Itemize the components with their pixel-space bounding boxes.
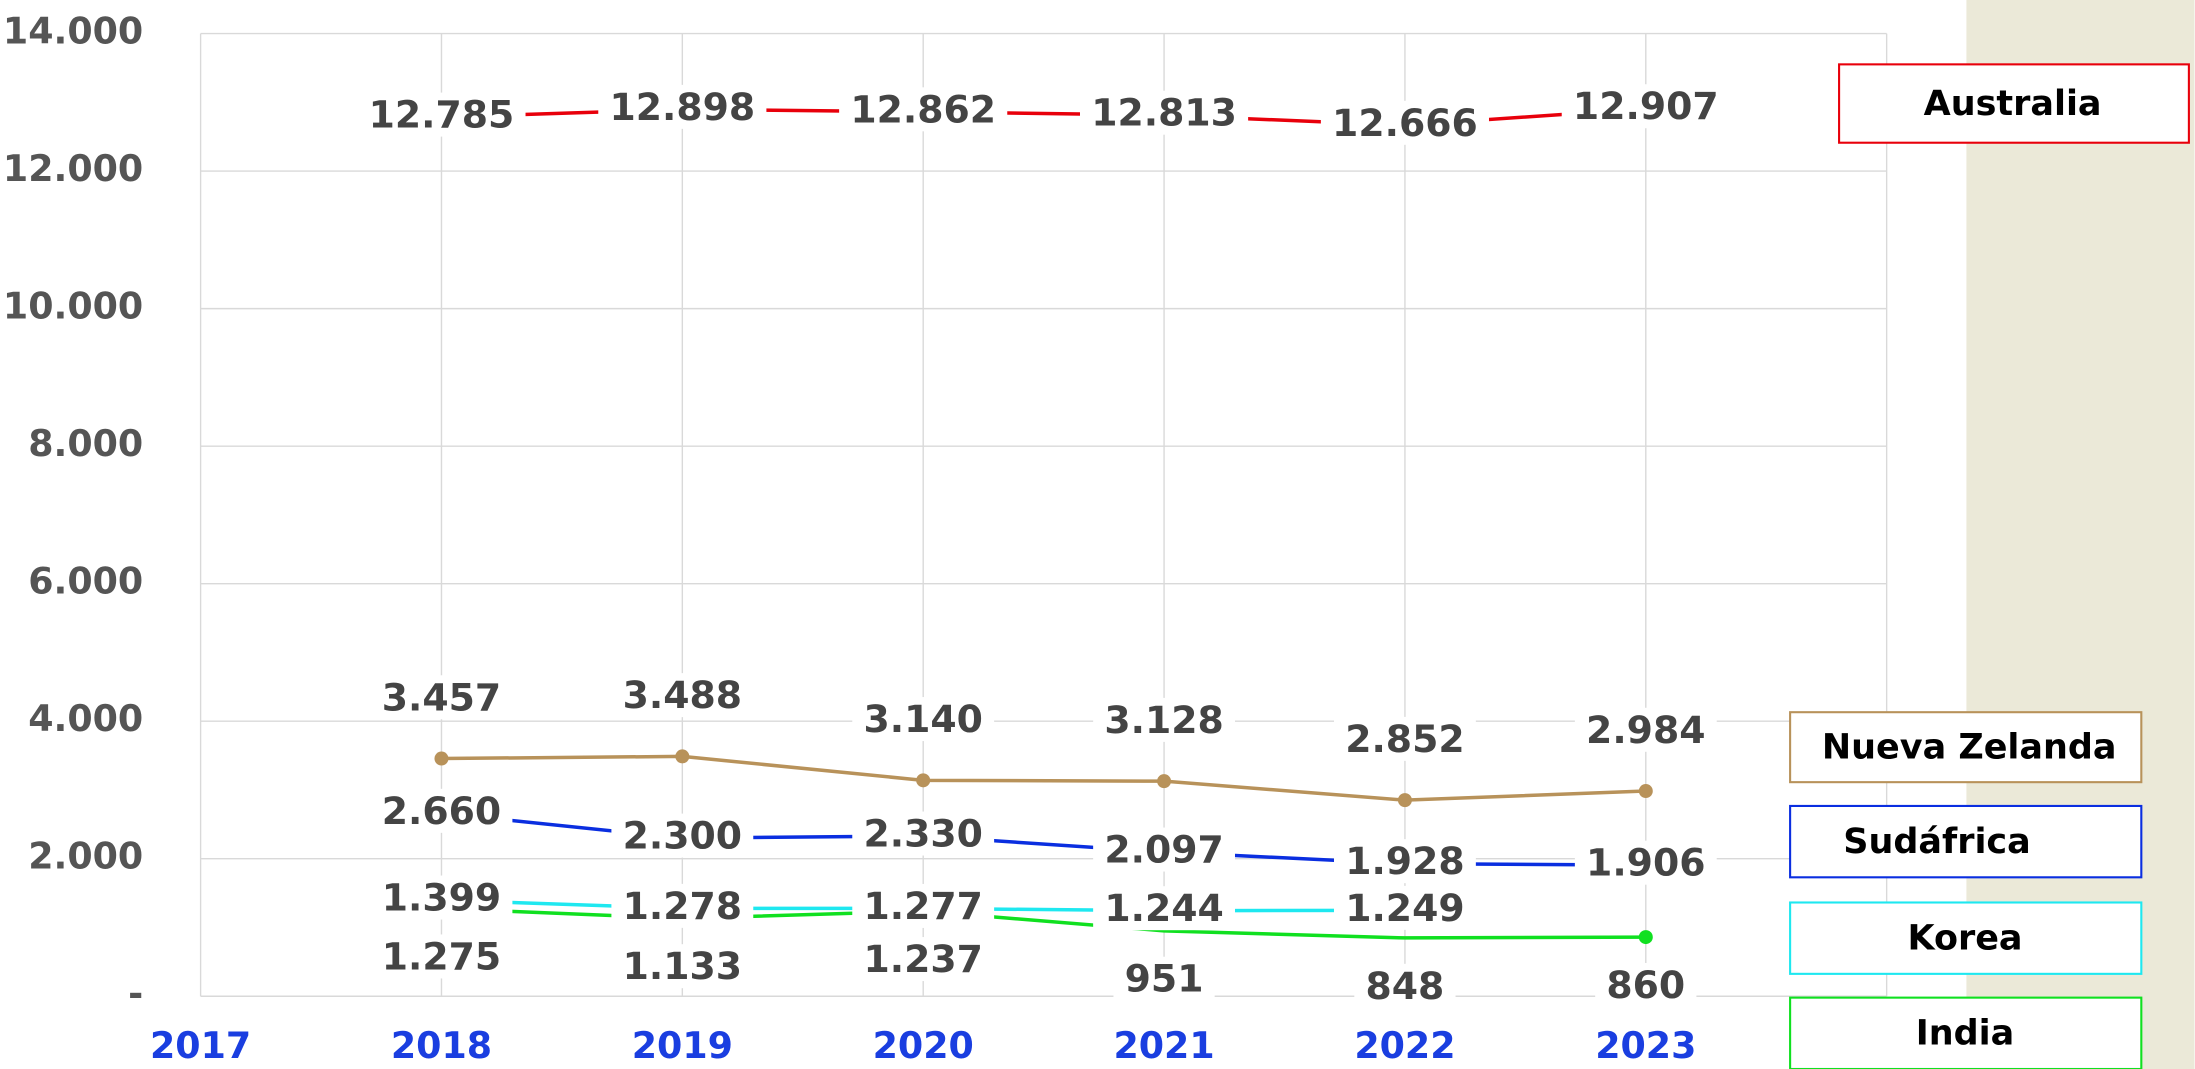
legend-label: Korea (1907, 919, 2022, 959)
data-label-bg (1093, 827, 1235, 872)
series-line (441, 754, 1646, 802)
legend-label: Sudáfrica (1843, 822, 2030, 862)
y-tick-label: 14.000 (3, 10, 143, 53)
data-label: 848 (1366, 964, 1445, 1008)
data-label: 12.813 (1091, 91, 1237, 135)
data-label-bg (370, 934, 513, 979)
data-label: 1.277 (863, 884, 982, 928)
data-label-bg (852, 811, 995, 856)
data-label: 2.300 (623, 814, 742, 858)
data-label-bg (1333, 885, 1476, 930)
data-label-bg (1574, 707, 1717, 752)
legend-box (1789, 711, 2143, 784)
data-label-bg (1320, 100, 1489, 145)
y-tick-label: 10.000 (3, 285, 143, 328)
side-strip (1966, 0, 2195, 1069)
data-label-bg (1093, 886, 1235, 931)
data-label-bg (1093, 697, 1235, 742)
data-label: 1.275 (382, 934, 501, 978)
data-label: 951 (1125, 957, 1204, 1001)
point-marker (916, 773, 931, 788)
point-marker (675, 749, 690, 764)
data-label: 3.488 (623, 673, 742, 717)
legend-label: Nueva Zelanda (1822, 728, 2117, 768)
data-label-bg (598, 84, 767, 129)
point-marker (434, 751, 449, 766)
legend-label: Australia (1924, 84, 2102, 124)
data-label-bg (357, 92, 526, 137)
data-label: 1.244 (1104, 886, 1223, 930)
point-marker (1638, 784, 1653, 799)
y-tick-label: 8.000 (28, 422, 143, 465)
data-label-bg (370, 875, 513, 920)
data-label: 1.133 (623, 944, 742, 988)
data-label: 2.852 (1345, 717, 1464, 761)
x-tick-label: 2022 (1354, 1024, 1455, 1067)
y-tick-label: 4.000 (28, 697, 143, 740)
data-label-bg (1080, 90, 1249, 135)
data-label: 3.140 (863, 697, 982, 741)
data-label: 3.457 (382, 675, 501, 719)
y-tick-label: 2.000 (28, 835, 143, 878)
data-label: 2.330 (863, 812, 982, 856)
data-label: 12.898 (609, 85, 755, 129)
data-label-bg (1354, 963, 1456, 1008)
data-label: 1.249 (1345, 886, 1464, 930)
x-tick-label: 2023 (1595, 1024, 1696, 1067)
data-label-bg (1574, 840, 1717, 885)
x-tick-label: 2020 (873, 1024, 974, 1067)
x-tick-label: 2017 (150, 1024, 251, 1067)
data-label: 860 (1606, 963, 1685, 1007)
point-marker (1397, 793, 1412, 808)
data-label-bg (1595, 962, 1697, 1007)
data-label-bg (611, 673, 754, 718)
legend-box (1789, 901, 2143, 975)
data-label-bg (1333, 716, 1476, 761)
point-marker (1638, 930, 1653, 945)
data-label: 1.278 (623, 884, 742, 928)
data-label-bg (852, 883, 995, 928)
y-tick-label: 12.000 (3, 147, 143, 190)
data-label: 2.660 (382, 789, 501, 833)
y-tick-label: 6.000 (28, 560, 143, 603)
x-tick-label: 2018 (391, 1024, 492, 1067)
legend-box (1789, 804, 2143, 879)
data-label: 2.097 (1104, 828, 1223, 872)
data-label-bg (611, 944, 754, 989)
data-label: 1.399 (382, 876, 501, 920)
point-marker (1157, 774, 1172, 789)
data-label: 3.128 (1104, 698, 1223, 742)
data-label: 12.785 (369, 93, 515, 137)
data-label-bg (370, 788, 513, 833)
data-label-bg (839, 87, 1008, 132)
legend-box (1789, 996, 2143, 1069)
data-label: 2.984 (1586, 708, 1705, 752)
data-label-bg (611, 813, 754, 858)
data-label-bg (852, 697, 995, 742)
x-tick-label: 2019 (632, 1024, 733, 1067)
x-tick-label: 2021 (1113, 1024, 1214, 1067)
legend-label: India (1916, 1014, 2015, 1054)
data-label: 1.237 (863, 937, 982, 981)
data-label-bg (1561, 84, 1730, 129)
data-label: 12.907 (1573, 84, 1719, 128)
legend-box (1838, 63, 2190, 144)
data-label-bg (1113, 956, 1215, 1001)
data-label-bg (1333, 839, 1476, 884)
data-label-bg (611, 883, 754, 928)
data-label-bg (370, 675, 513, 720)
data-label: 1.906 (1586, 841, 1705, 885)
data-label: 12.862 (850, 87, 996, 131)
data-label: 12.666 (1332, 101, 1478, 145)
data-label: 1.928 (1345, 839, 1464, 883)
y-tick-label: - (128, 972, 143, 1015)
data-label-bg (852, 937, 995, 982)
